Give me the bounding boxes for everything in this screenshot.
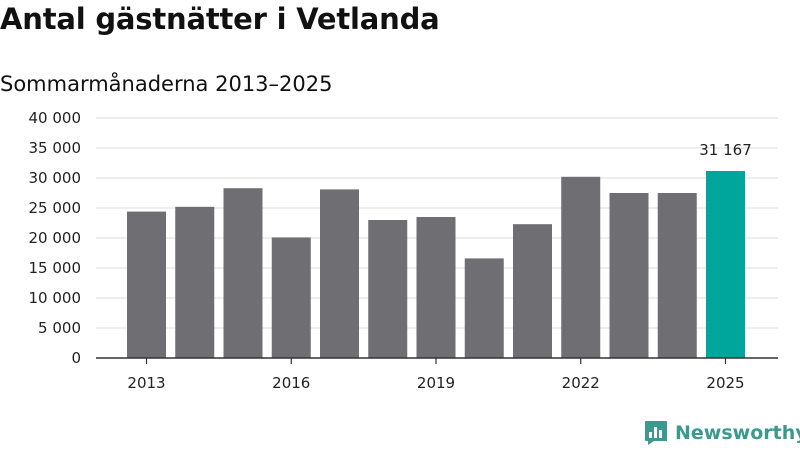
y-tick-label: 10 000 — [29, 289, 82, 307]
data-label: 31 167 — [699, 141, 752, 159]
x-tick-label: 2025 — [706, 374, 744, 392]
chart-title: Antal gästnätter i Vetlanda — [0, 2, 440, 36]
y-tick-label: 40 000 — [29, 109, 82, 127]
x-tick-label: 2013 — [127, 374, 165, 392]
bar — [320, 189, 359, 358]
bar — [223, 188, 263, 358]
y-tick-label: 0 — [71, 349, 81, 367]
bar — [271, 237, 311, 358]
bar — [175, 206, 215, 358]
bar — [657, 193, 697, 358]
bar — [561, 176, 601, 358]
bar — [513, 224, 552, 358]
y-tick-label: 15 000 — [29, 259, 82, 277]
bar — [464, 258, 504, 358]
x-tick-label: 2019 — [417, 374, 455, 392]
y-tick-label: 25 000 — [29, 199, 82, 217]
newsworthy-logo-icon — [645, 421, 667, 445]
bar — [609, 193, 649, 358]
y-tick-label: 35 000 — [29, 139, 82, 157]
x-tick-label: 2022 — [562, 374, 600, 392]
bars — [127, 170, 745, 358]
data-labels: 31 167 — [699, 141, 752, 159]
x-axis: 2013 2016 2019 2022 2025 — [96, 357, 778, 392]
bar — [127, 211, 166, 358]
brand-name: Newsworthy — [675, 422, 800, 444]
bar — [368, 220, 408, 358]
bar — [416, 217, 456, 358]
y-tick-label: 20 000 — [29, 229, 82, 247]
brand-logo: Newsworthy — [644, 419, 800, 447]
chart-subtitle: Sommarmånaderna 2013–2025 — [0, 72, 333, 96]
y-tick-label: 30 000 — [29, 169, 82, 187]
bar-highlighted — [706, 170, 745, 358]
y-tick-label: 5 000 — [38, 319, 81, 337]
x-tick-label: 2016 — [272, 374, 310, 392]
